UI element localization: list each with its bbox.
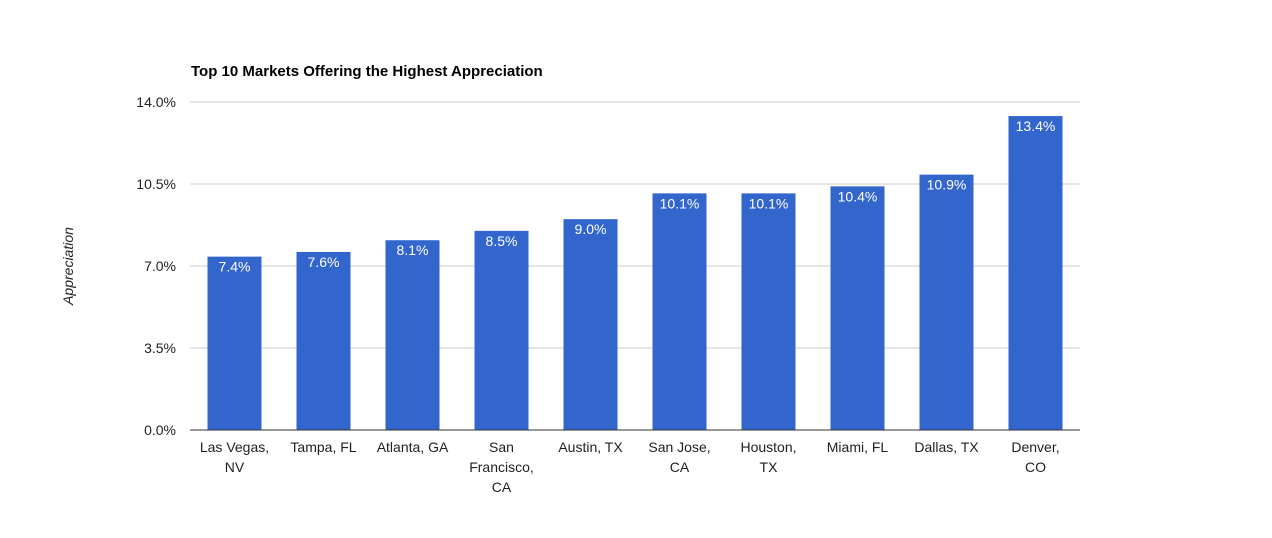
x-tick-label: Atlanta, GA	[377, 439, 449, 455]
data-label: 8.1%	[397, 242, 429, 258]
x-tick-label: Miami, FL	[827, 439, 889, 455]
x-tick-label-line: Dallas, TX	[914, 439, 979, 455]
bar	[474, 230, 529, 430]
x-tick-label-line: San	[489, 439, 514, 455]
x-tick-label: Denver, CO	[1011, 439, 1059, 475]
y-tick-label: 0.0%	[144, 422, 176, 438]
bars: 7.4% 7.6% 8.1% 8.5% 9.0% 10.1% 10.1% 10.4% 10.9%…	[207, 116, 1063, 431]
bar	[1008, 116, 1063, 431]
x-tick-label: San Francisco, CA	[469, 439, 534, 495]
data-label: 9.0%	[575, 221, 607, 237]
x-tick-label-line: Las Vegas,	[200, 439, 269, 455]
bar	[296, 251, 351, 430]
x-tick-label: San Jose, CA	[648, 439, 710, 475]
y-tick-label: 10.5%	[136, 176, 176, 192]
x-tick-label: Las Vegas, NV	[200, 439, 269, 475]
x-tick-label-line: Austin, TX	[558, 439, 623, 455]
x-tick-label-line: Houston,	[740, 439, 796, 455]
bar	[741, 193, 796, 430]
x-tick-label-line: Denver,	[1011, 439, 1059, 455]
bar	[385, 240, 440, 430]
x-tick-label-line: CA	[670, 459, 690, 475]
bar	[830, 186, 885, 430]
y-tick-label: 3.5%	[144, 340, 176, 356]
data-label: 7.4%	[219, 259, 251, 275]
data-label: 10.1%	[660, 195, 700, 211]
x-tick-label: Houston, TX	[740, 439, 796, 475]
x-tick-label-line: CA	[492, 479, 512, 495]
x-tick-label-line: San Jose,	[648, 439, 710, 455]
category-labels: Las Vegas, NV Tampa, FL Atlanta, GA San Franc…	[200, 439, 1060, 495]
data-label: 10.4%	[838, 188, 878, 204]
x-tick-label-line: CO	[1025, 459, 1046, 475]
x-tick-label: Dallas, TX	[914, 439, 979, 455]
chart-title: Top 10 Markets Offering the Highest Appr…	[191, 63, 543, 80]
x-tick-label-line: NV	[225, 459, 245, 475]
x-tick-label: Austin, TX	[558, 439, 623, 455]
data-label: 13.4%	[1016, 118, 1056, 134]
x-tick-label-line: Atlanta, GA	[377, 439, 449, 455]
y-tick-label: 14.0%	[136, 94, 176, 110]
x-tick-label-line: Tampa, FL	[290, 439, 356, 455]
y-tick-label: 7.0%	[144, 258, 176, 274]
bar	[207, 256, 262, 430]
x-tick-label: Tampa, FL	[290, 439, 356, 455]
bar	[652, 193, 707, 430]
x-tick-label-line: Francisco,	[469, 459, 534, 475]
y-axis-label: Appreciation	[60, 227, 76, 306]
data-label: 10.9%	[927, 177, 967, 193]
x-tick-label-line: Miami, FL	[827, 439, 889, 455]
bar	[563, 219, 618, 430]
axes: 0.0% 3.5% 7.0% 10.5% 14.0%	[136, 94, 1080, 438]
bar	[919, 174, 974, 430]
data-label: 10.1%	[749, 195, 789, 211]
data-label: 7.6%	[308, 254, 340, 270]
x-tick-label-line: TX	[760, 459, 779, 475]
data-label: 8.5%	[486, 233, 518, 249]
